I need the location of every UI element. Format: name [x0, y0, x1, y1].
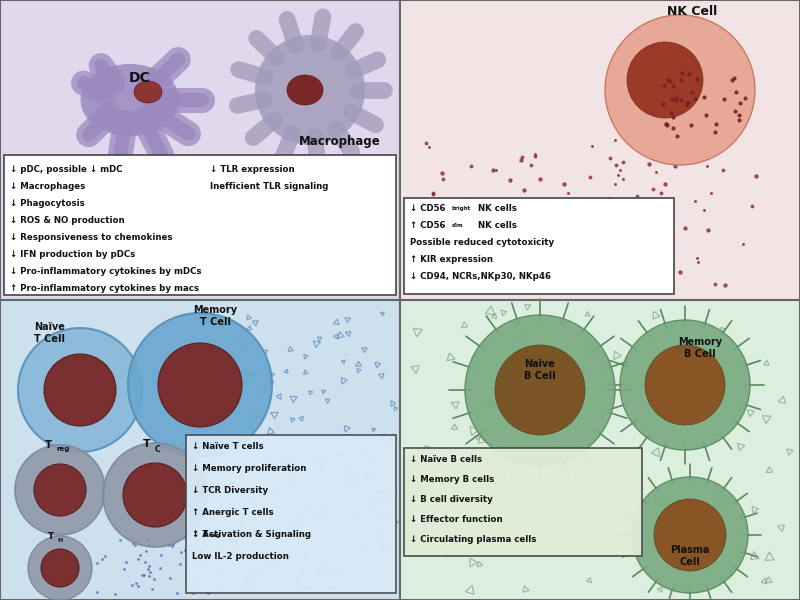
Text: ↑ CD56: ↑ CD56	[410, 221, 446, 230]
Circle shape	[605, 15, 755, 165]
Text: ↓ CD94, NCRs,NKp30, NKp46: ↓ CD94, NCRs,NKp30, NKp46	[410, 272, 551, 281]
Text: H: H	[57, 538, 62, 543]
Circle shape	[620, 320, 750, 450]
Text: ↑ KIR expression: ↑ KIR expression	[410, 255, 493, 264]
FancyBboxPatch shape	[404, 448, 642, 556]
Text: ↓ Effector function: ↓ Effector function	[410, 515, 502, 524]
Text: NK Cell: NK Cell	[667, 5, 717, 18]
Circle shape	[255, 35, 365, 145]
Circle shape	[627, 42, 703, 118]
Text: Memory
B Cell: Memory B Cell	[678, 337, 722, 359]
Text: C: C	[155, 445, 161, 454]
Text: ↓ Memory B cells: ↓ Memory B cells	[410, 475, 494, 484]
Text: ↓ TCR Diversity: ↓ TCR Diversity	[192, 486, 268, 495]
Circle shape	[123, 463, 187, 527]
Text: ↓ Memory proliferation: ↓ Memory proliferation	[192, 464, 306, 473]
Ellipse shape	[287, 75, 323, 105]
Circle shape	[158, 343, 242, 427]
Text: ↓ TLR expression: ↓ TLR expression	[210, 165, 294, 174]
Circle shape	[28, 536, 92, 600]
FancyBboxPatch shape	[186, 435, 396, 593]
Text: Inefficient TLR signaling: Inefficient TLR signaling	[210, 182, 328, 191]
Bar	[0, 300, 400, 600]
Text: ↓ Pro-inflammatory cytokines by mDCs: ↓ Pro-inflammatory cytokines by mDCs	[10, 267, 202, 276]
Circle shape	[15, 445, 105, 535]
Circle shape	[465, 315, 615, 465]
Text: ↓ CD56: ↓ CD56	[410, 204, 446, 213]
Text: ↑ T: ↑ T	[192, 530, 208, 539]
Circle shape	[44, 354, 116, 426]
Bar	[0, 0, 400, 300]
Bar	[400, 300, 800, 600]
Text: ↑ Anergic T cells: ↑ Anergic T cells	[192, 508, 274, 517]
Bar	[400, 0, 800, 300]
Text: Naïve
T Cell: Naïve T Cell	[34, 322, 66, 344]
Ellipse shape	[81, 64, 179, 136]
Text: T: T	[143, 439, 150, 449]
Circle shape	[18, 328, 142, 452]
Text: ↓ Activation & Signaling: ↓ Activation & Signaling	[192, 530, 311, 539]
Circle shape	[495, 345, 585, 435]
Circle shape	[654, 499, 726, 571]
Ellipse shape	[134, 81, 162, 103]
Text: T: T	[48, 532, 54, 541]
Text: Naïve
B Cell: Naïve B Cell	[524, 359, 556, 381]
Text: reg: reg	[56, 446, 70, 452]
Circle shape	[645, 345, 725, 425]
Circle shape	[128, 313, 272, 457]
Text: ↓ Naïve T cells: ↓ Naïve T cells	[192, 442, 264, 451]
Text: Possible reduced cytotoxicity: Possible reduced cytotoxicity	[410, 238, 554, 247]
Circle shape	[34, 464, 86, 516]
Text: NK cells: NK cells	[475, 204, 517, 213]
Circle shape	[41, 549, 79, 587]
Circle shape	[103, 443, 207, 547]
Text: ↓ ROS & NO production: ↓ ROS & NO production	[10, 216, 125, 225]
Text: ↓ B cell diversity: ↓ B cell diversity	[410, 495, 493, 504]
Text: reg: reg	[210, 533, 222, 538]
Text: NK cells: NK cells	[475, 221, 517, 230]
Text: Macrophage: Macrophage	[299, 136, 381, 148]
Text: ↓ Circulating plasma cells: ↓ Circulating plasma cells	[410, 535, 536, 544]
Text: DC: DC	[129, 71, 151, 85]
Text: ↓ pDC, possible ↓ mDC: ↓ pDC, possible ↓ mDC	[10, 165, 122, 174]
Text: ↑ Pro-inflammatory cytokines by macs: ↑ Pro-inflammatory cytokines by macs	[10, 284, 199, 293]
Text: Plasma
Cell: Plasma Cell	[670, 545, 710, 567]
Text: ↓ Macrophages: ↓ Macrophages	[10, 182, 86, 191]
Text: ↓ Responsiveness to chemokines: ↓ Responsiveness to chemokines	[10, 233, 173, 242]
Circle shape	[632, 477, 748, 593]
Text: ↓ Phagocytosis: ↓ Phagocytosis	[10, 199, 85, 208]
FancyBboxPatch shape	[404, 198, 674, 294]
Text: Low IL-2 production: Low IL-2 production	[192, 552, 289, 561]
Text: dim: dim	[452, 223, 464, 228]
Text: ↓ IFN production by pDCs: ↓ IFN production by pDCs	[10, 250, 135, 259]
Text: T: T	[45, 440, 52, 450]
Text: Memory
T Cell: Memory T Cell	[193, 305, 237, 326]
FancyBboxPatch shape	[4, 155, 396, 295]
Text: bright: bright	[452, 206, 471, 211]
Text: ↓ Naïve B cells: ↓ Naïve B cells	[410, 455, 482, 464]
